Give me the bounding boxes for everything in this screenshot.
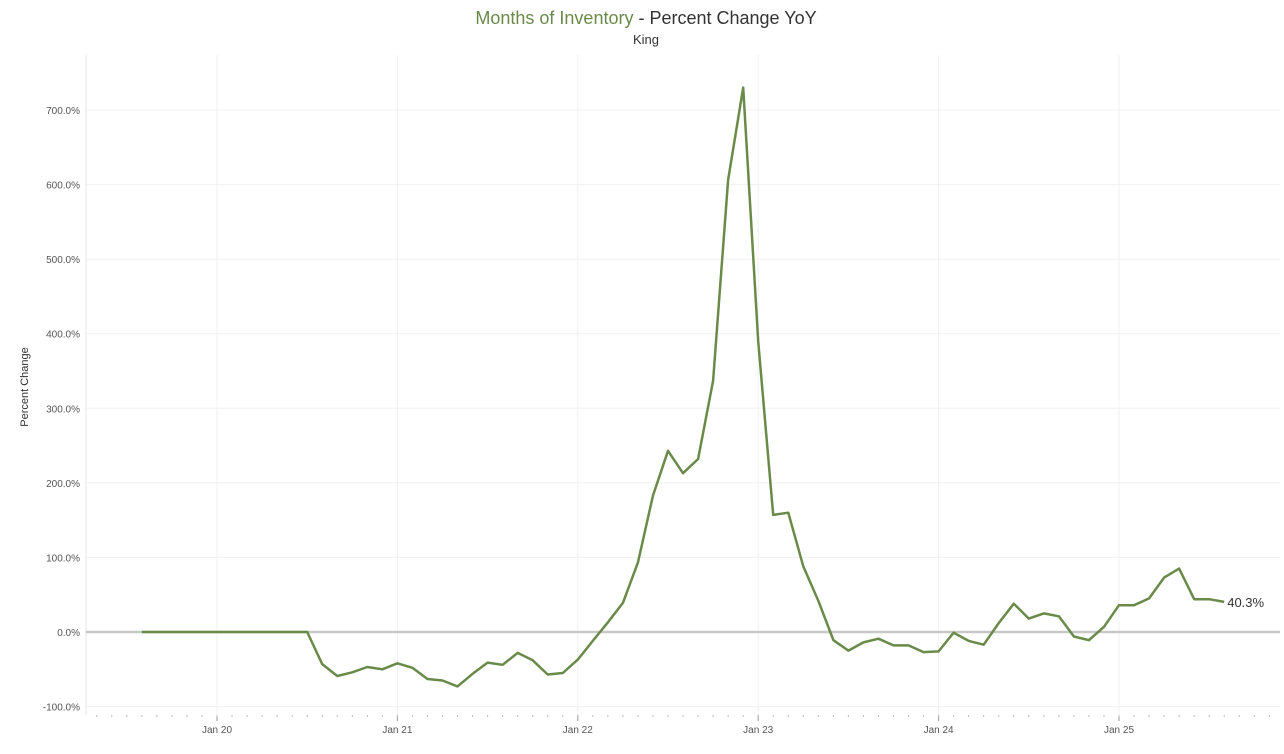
y-tick-label: 200.0% [46, 479, 80, 490]
chart-subtitle: King [632, 32, 660, 47]
y-tick-label: 100.0% [46, 553, 80, 564]
y-tick-label: -100.0% [43, 703, 80, 714]
chart-title-highlight: Months of Inventory [475, 8, 634, 28]
y-tick-label: 300.0% [46, 404, 80, 415]
y-tick-label: 700.0% [46, 106, 80, 117]
x-tick-label: Jan 22 [563, 725, 593, 736]
y-tick-label: 500.0% [46, 255, 80, 266]
series-layer: 40.3% [141, 86, 1265, 688]
chart-title: Months of Inventory - Percent Change YoY [0, 8, 1284, 29]
x-tick-label: Jan 20 [202, 725, 232, 736]
x-tick-label: Jan 25 [1104, 725, 1134, 736]
y-tick-label: 400.0% [46, 330, 80, 341]
chart-title-rest: - Percent Change YoY [633, 8, 817, 28]
y-tick-label: 600.0% [46, 181, 80, 192]
end-value-label: 40.3% [1227, 595, 1264, 610]
y-tick-label: 0.0% [57, 628, 80, 639]
x-tick-label: Jan 21 [382, 725, 412, 736]
series-line [141, 86, 1225, 688]
x-tick-label: Jan 24 [924, 725, 954, 736]
x-tick-label: Jan 23 [743, 725, 773, 736]
axis-ticks: -100.0% 0.0% 100.0% 200.0% 300.0% 400.0% 500.0… [43, 106, 1270, 736]
grid-lines [85, 55, 1280, 715]
